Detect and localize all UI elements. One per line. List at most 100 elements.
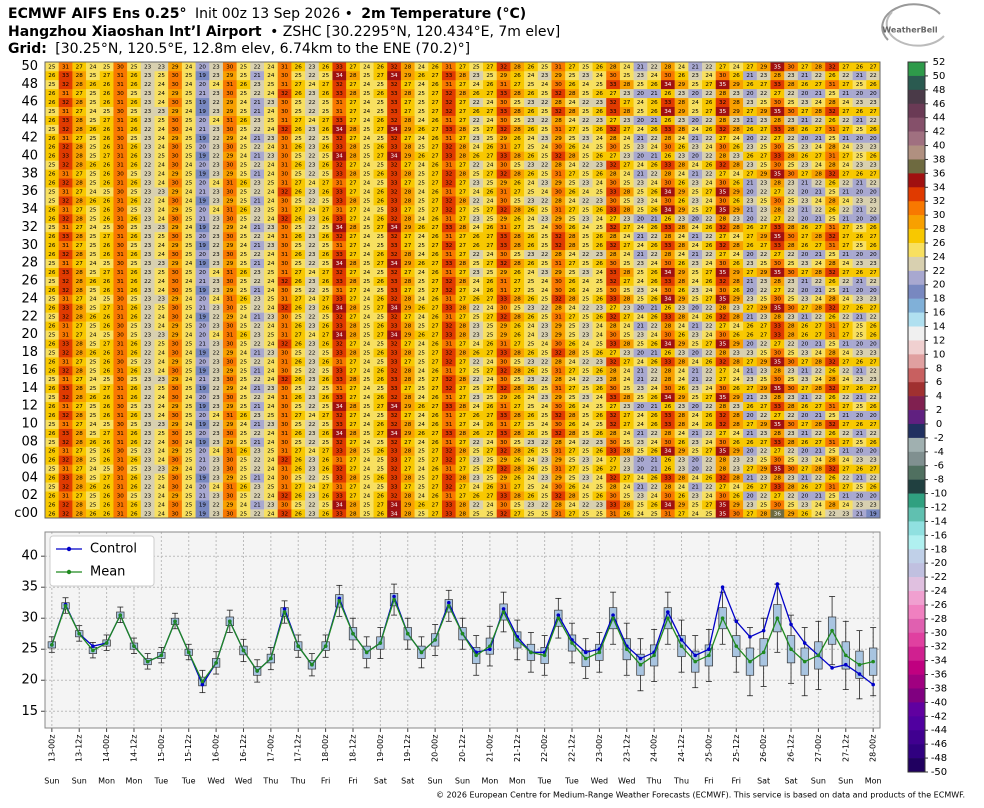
- cell-value: 22: [760, 252, 767, 258]
- heat-cell: [236, 428, 251, 438]
- cell-value: 22: [213, 154, 220, 160]
- cell-value: 22: [705, 252, 712, 258]
- cell-value: 25: [418, 243, 426, 249]
- cell-value: 26: [801, 485, 809, 491]
- cell-value: 28: [514, 154, 522, 160]
- cell-value: 28: [664, 377, 672, 383]
- cell-value: 31: [445, 422, 453, 428]
- cell-value: 25: [527, 288, 535, 294]
- cell-value: 27: [746, 511, 754, 517]
- cell-value: 30: [664, 493, 672, 499]
- cell-value: 27: [404, 207, 412, 213]
- cell-value: 22: [308, 172, 315, 178]
- cell-value: 27: [610, 154, 618, 160]
- cell-value: 22: [815, 395, 822, 401]
- cell-value: 30: [719, 261, 727, 267]
- heat-cell: [537, 500, 552, 510]
- cell-value: 26: [596, 315, 604, 321]
- heat-cell: [469, 482, 484, 492]
- cell-value: 24: [527, 270, 535, 276]
- cell-value: 24: [637, 413, 645, 419]
- heat-cell: [140, 464, 155, 474]
- cell-value: 30: [774, 297, 782, 303]
- heat-cell: [619, 437, 634, 447]
- cell-value: 26: [295, 341, 303, 347]
- cell-value: 22: [541, 359, 548, 365]
- cell-value: 24: [705, 333, 713, 339]
- cell-value: 30: [171, 413, 179, 419]
- cell-value: 23: [541, 395, 549, 401]
- cell-value: 23: [541, 324, 549, 330]
- cell-value: 24: [185, 189, 193, 195]
- cell-value: 24: [733, 172, 741, 178]
- cell-value: 20: [856, 493, 864, 499]
- heat-cell: [154, 473, 169, 483]
- cell-value: 27: [349, 440, 357, 446]
- cell-value: 28: [787, 333, 795, 339]
- cell-value: 21: [856, 395, 864, 401]
- cell-value: 33: [500, 243, 508, 249]
- heat-cell: [387, 455, 402, 465]
- cell-value: 23: [144, 306, 152, 312]
- cell-value: 25: [158, 476, 166, 482]
- cell-value: 25: [473, 368, 481, 374]
- cell-value: 22: [651, 252, 658, 258]
- cell-value: 28: [404, 324, 412, 330]
- cell-value: 24: [418, 216, 426, 222]
- cell-value: 26: [527, 368, 535, 374]
- cell-value: 28: [514, 243, 522, 249]
- cell-value: 31: [281, 297, 289, 303]
- cell-value: 23: [692, 386, 700, 392]
- cell-value: 31: [555, 467, 563, 473]
- cell-value: 26: [733, 198, 741, 204]
- heat-cell: [168, 464, 183, 474]
- cell-value: 24: [678, 485, 686, 491]
- cell-value: 28: [349, 261, 357, 267]
- cell-value: 25: [856, 485, 864, 491]
- cell-value: 22: [308, 422, 315, 428]
- heat-cell: [729, 491, 744, 501]
- cell-value: 24: [158, 350, 166, 356]
- cell-value: 25: [185, 306, 193, 312]
- cell-value: 25: [418, 198, 426, 204]
- heat-cell: [318, 482, 333, 492]
- cell-value: 26: [527, 413, 535, 419]
- heat-cell: [305, 491, 320, 501]
- cell-value: 29: [555, 476, 563, 482]
- cell-value: 22: [582, 252, 589, 258]
- cell-value: 27: [432, 243, 440, 249]
- heat-cell: [674, 419, 689, 429]
- cell-value: 25: [596, 511, 604, 517]
- cell-value: 27: [746, 386, 754, 392]
- cell-value: 32: [62, 181, 69, 187]
- cell-value: 28: [815, 234, 823, 240]
- cell-value: 29: [226, 154, 234, 160]
- cell-value: 28: [678, 279, 686, 285]
- cell-value: 26: [418, 333, 426, 339]
- cell-value: 26: [473, 234, 481, 240]
- heat-cell: [619, 464, 634, 474]
- cell-value: 21: [746, 395, 754, 401]
- cell-value: 26: [473, 243, 481, 249]
- heat-cell: [414, 455, 429, 465]
- cell-value: 26: [322, 458, 330, 464]
- heat-cell: [387, 464, 402, 474]
- cell-value: 28: [404, 172, 412, 178]
- heat-cell: [592, 419, 607, 429]
- cell-value: 28: [459, 279, 467, 285]
- cell-value: 25: [582, 493, 590, 499]
- cell-value: 30: [555, 288, 563, 294]
- cell-value: 26: [568, 404, 576, 410]
- cell-value: 21: [637, 431, 645, 437]
- cell-value: 26: [103, 243, 111, 249]
- heat-cell: [99, 428, 114, 438]
- cell-value: 32: [610, 243, 617, 249]
- cell-value: 23: [144, 216, 152, 222]
- cell-value: 26: [596, 234, 604, 240]
- cell-value: 23: [267, 350, 275, 356]
- cell-value: 25: [240, 368, 248, 374]
- heat-cell: [838, 500, 853, 510]
- cell-value: 25: [856, 404, 864, 410]
- cell-value: 25: [541, 315, 549, 321]
- cell-value: 25: [158, 386, 166, 392]
